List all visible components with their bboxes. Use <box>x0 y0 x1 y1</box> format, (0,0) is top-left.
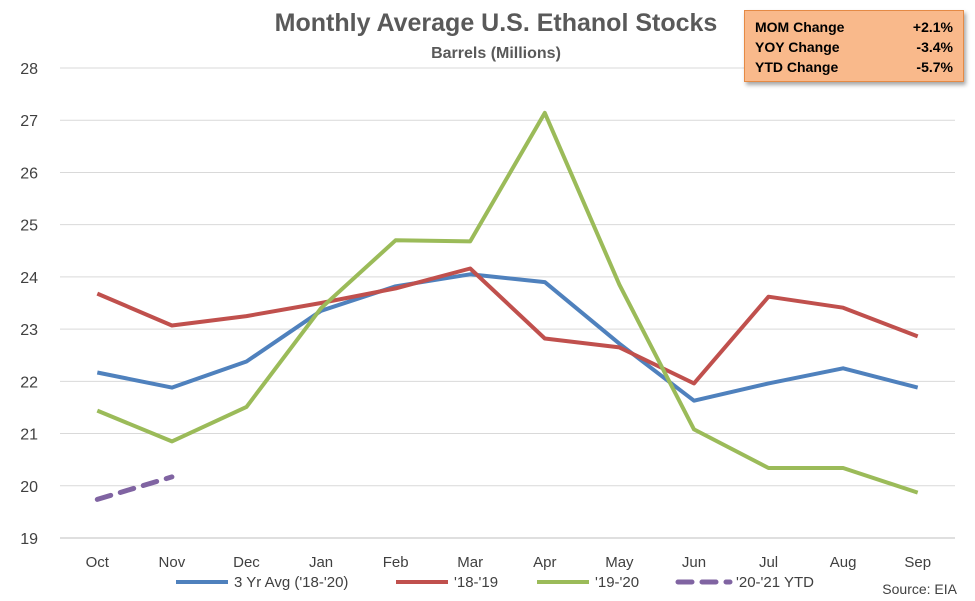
x-tick-label: Apr <box>533 554 556 571</box>
x-tick-label: Aug <box>830 554 857 571</box>
source-note: Source: EIA <box>882 581 957 597</box>
x-tick-label: Jan <box>309 554 333 571</box>
legend-label: '20-'21 YTD <box>736 574 814 591</box>
stats-row-mom: MOM Change +2.1% <box>755 17 953 37</box>
legend-label: '18-'19 <box>454 574 498 591</box>
x-tick-label: Oct <box>86 554 110 571</box>
x-axis: Oct Nov Dec Jan Feb Mar Apr May Jun Jul Aug Sep <box>86 554 931 571</box>
stats-label: MOM Change <box>755 19 845 35</box>
stats-row-ytd: YTD Change -5.7% <box>755 57 953 77</box>
x-tick-label: Mar <box>457 554 483 571</box>
x-tick-label: May <box>605 554 634 571</box>
legend-label: '19-'20 <box>595 574 639 591</box>
x-tick-label: Nov <box>159 554 186 571</box>
x-tick-label: Sep <box>904 554 931 571</box>
chart-title: Monthly Average U.S. Ethanol Stocks <box>275 9 718 37</box>
series-line-1 <box>96 266 919 386</box>
y-tick-label: 21 <box>20 427 38 444</box>
series-line-0 <box>96 272 919 403</box>
series-line-2 <box>96 110 919 495</box>
x-tick-label: Jul <box>759 554 778 571</box>
y-tick-label: 23 <box>20 322 38 339</box>
y-tick-label: 20 <box>20 479 38 496</box>
y-tick-label: 19 <box>20 531 38 548</box>
y-tick-label: 27 <box>20 113 38 130</box>
x-tick-label: Dec <box>233 554 260 571</box>
y-tick-label: 24 <box>20 270 38 287</box>
stats-label: YOY Change <box>755 39 840 55</box>
y-tick-label: 22 <box>20 374 38 391</box>
stats-value: -5.7% <box>916 59 953 75</box>
y-tick-label: 26 <box>20 165 38 182</box>
x-tick-label: Feb <box>383 554 409 571</box>
stats-label: YTD Change <box>755 59 839 75</box>
series-line-3 <box>94 474 175 502</box>
x-tick-label: Jun <box>682 554 706 571</box>
stats-value: -3.4% <box>916 39 953 55</box>
legend-label: 3 Yr Avg ('18-'20) <box>234 574 348 591</box>
stats-value: +2.1% <box>912 19 953 35</box>
change-stats-box: MOM Change +2.1% YOY Change -3.4% YTD Ch… <box>744 10 964 82</box>
y-tick-label: 28 <box>20 61 38 78</box>
chart-subtitle: Barrels (Millions) <box>431 45 561 62</box>
y-axis: 19 20 21 22 23 24 25 26 27 28 <box>20 61 38 548</box>
series-lines <box>94 110 919 502</box>
stats-row-yoy: YOY Change -3.4% <box>755 37 953 57</box>
y-tick-label: 25 <box>20 218 38 235</box>
legend: 3 Yr Avg ('18-'20) '18-'19 '19-'20 '20-'21 … <box>176 574 814 591</box>
